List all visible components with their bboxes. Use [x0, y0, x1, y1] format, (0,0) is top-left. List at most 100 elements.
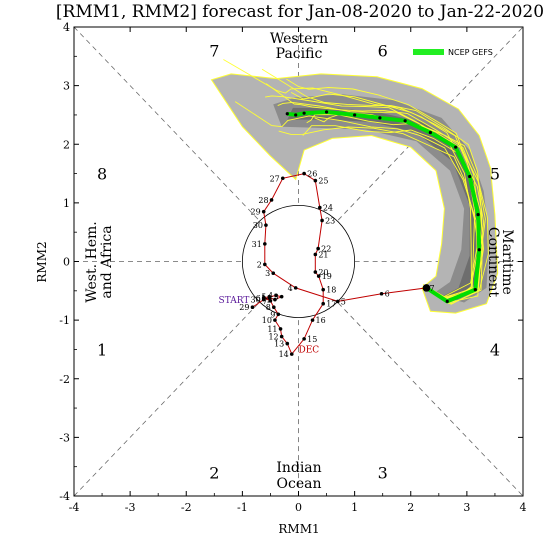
observed-point: [280, 176, 285, 181]
day-label: 25: [318, 177, 328, 186]
legend: NCEP GEFS: [413, 48, 493, 57]
observed-point: [321, 287, 325, 292]
day-label: 30: [253, 221, 263, 230]
region-western-pacific-line2: Pacific: [276, 46, 323, 62]
chart-title: [RMM1, RMM2] forecast for Jan-08-2020 to…: [56, 2, 544, 22]
region-indian-ocean-line2: Ocean: [277, 476, 322, 492]
observed-point: [274, 293, 278, 298]
ensemble-member-line: [265, 95, 472, 304]
observed-point: [273, 297, 277, 302]
observed-point: [261, 209, 266, 214]
day-label: 6: [385, 290, 390, 299]
observed-point: [261, 296, 266, 300]
observed-point: [335, 299, 340, 304]
unit-circle: [241, 204, 356, 319]
phase-label: 3: [378, 464, 388, 483]
day-label: 26: [307, 170, 317, 179]
dec-label: DEC: [299, 345, 320, 355]
ensemble-member-line: [314, 111, 489, 299]
phase-label: 2: [209, 464, 219, 483]
day-label: 22: [321, 245, 331, 254]
ensemble-mean-point: [476, 213, 480, 217]
observed-point: [318, 205, 322, 210]
day-label: 10: [262, 316, 272, 325]
x-tick-label: -3: [125, 501, 136, 514]
day-label: 12: [268, 333, 278, 342]
day-label: 21: [318, 250, 328, 259]
y-axis-label: RMM2: [35, 241, 49, 282]
day-label: 24: [323, 204, 333, 213]
observed-point: [316, 274, 321, 278]
observed-point: [264, 223, 268, 227]
day-label: 19: [322, 272, 332, 281]
ensemble-mean-point: [468, 174, 472, 179]
day-label: 29: [239, 303, 249, 312]
day-label: 2: [257, 260, 262, 269]
x-tick-label: 3: [463, 501, 470, 514]
observed-point: [279, 294, 284, 299]
diagonal-nw: [74, 27, 260, 221]
observed-point: [278, 327, 283, 331]
day-label: 23: [325, 216, 335, 225]
ensemble-spread-core: [287, 107, 483, 297]
ensemble-mean-point: [428, 130, 432, 135]
observed-point: [379, 291, 384, 296]
region-west-hem-line2: and Africa: [99, 225, 115, 298]
region-maritime-line2: Continent: [485, 227, 501, 298]
observed-point: [313, 252, 318, 257]
ensemble-mean-point: [302, 111, 306, 115]
day-label: 27: [270, 174, 280, 183]
plot-clipped: 2930123456789101112131415161718192021222…: [74, 27, 523, 496]
observed-point: [289, 352, 294, 356]
y-tick-label: -2: [59, 373, 70, 386]
ensemble-mean-point: [445, 299, 449, 303]
day-label: 14: [279, 350, 289, 359]
ensemble-mean-point: [285, 112, 289, 116]
observed-point: [263, 242, 267, 246]
ensemble-mean-point: [473, 288, 477, 292]
observed-point: [320, 218, 324, 223]
legend-label: NCEP GEFS: [448, 48, 493, 57]
ensemble-member-line: [286, 78, 483, 299]
phase-label: 1: [97, 340, 107, 359]
x-tick-label: 1: [351, 501, 358, 514]
phase-label: 4: [490, 340, 500, 359]
observed-point: [271, 271, 276, 276]
day-label: 3: [265, 269, 270, 278]
y-tick-label: 0: [63, 256, 70, 269]
observed-point: [313, 270, 318, 274]
ensemble-mean-point: [324, 110, 329, 114]
day-label: 30: [251, 296, 261, 305]
day-label: 11: [267, 325, 277, 334]
day-label: 13: [274, 340, 284, 349]
ensemble-mean-point: [294, 113, 298, 117]
y-tick-label: 3: [63, 80, 70, 93]
y-tick-label: -1: [59, 314, 70, 327]
observed-point: [267, 294, 272, 299]
observed-point: [273, 318, 277, 322]
region-maritime-line1: Maritime: [499, 229, 515, 295]
day-label: 28: [258, 196, 268, 205]
observed-point: [268, 298, 273, 303]
region-west-hem-line1: West. Hem.: [84, 221, 100, 302]
day-label: 29: [251, 208, 261, 217]
day-label: 7: [429, 284, 434, 293]
x-tick-label: 0: [295, 501, 302, 514]
x-tick-label: 2: [407, 501, 414, 514]
phase-label: 8: [97, 165, 107, 184]
y-tick-label: 2: [63, 138, 70, 151]
observed-point: [302, 171, 306, 176]
y-tick-label: 1: [63, 197, 70, 210]
x-tick-label: -1: [237, 501, 248, 514]
diagonal-se: [337, 302, 523, 496]
observed-point: [263, 262, 267, 267]
x-tick-label: -4: [69, 501, 80, 514]
day-label: 5: [341, 297, 346, 306]
day-label: 6: [256, 294, 261, 303]
x-tick-label: -2: [181, 501, 192, 514]
ensemble-member-line: [234, 101, 478, 300]
day-label: 31: [252, 240, 262, 249]
observed-point: [269, 198, 274, 202]
day-label: 16: [316, 316, 326, 325]
